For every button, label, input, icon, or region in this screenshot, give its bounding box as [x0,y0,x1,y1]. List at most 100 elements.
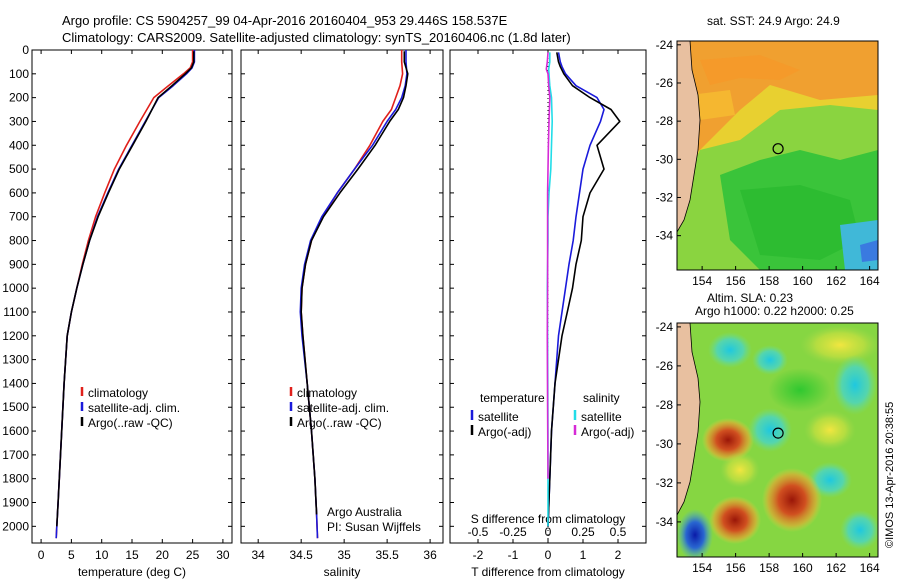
difference-xlabel: T difference from climatology [471,565,625,579]
temperature-xlabel: temperature (deg C) [78,565,186,579]
legend-temperature-title: temperature [480,391,545,405]
temperature-xtick-label: 5 [68,548,75,562]
temperature-xtick-label: 15 [125,548,139,562]
legend-t-label: Argo(-adj) [478,425,531,439]
depth-tick-label: 800 [9,234,29,248]
temperature-xtick-label: 30 [216,548,230,562]
sla-map-lat-label: -28 [656,398,674,412]
legend-salinity-title: salinity [583,391,620,405]
sla-map-lon-label: 156 [726,561,746,575]
salinity-xtick-label: 35 [337,548,351,562]
depth-tick-label: 1900 [2,496,29,510]
sla-map-lon-label: 154 [692,561,712,575]
difference-xtick-label: 2 [615,548,622,562]
depth-tick-label: 1200 [2,329,29,343]
temperature-xtick-label: 0 [38,548,45,562]
depth-tick-label: 1300 [2,353,29,367]
figure-title-line2: Climatology: CARS2009. Satellite-adjuste… [62,30,571,45]
imos-watermark: ©IMOS 13-Apr-2016 20:38:55 [884,402,896,548]
legend-s-label: satellite [581,410,622,424]
sla-field [677,323,878,557]
sla-coastline [676,322,701,516]
salinity-plot-frame [240,49,444,544]
depth-tick-label: 1000 [2,281,29,295]
depth-tick-label: 1700 [2,448,29,462]
salinity-xtick-label: 35.5 [375,548,399,562]
credit-org: Argo Australia [327,505,402,519]
depth-tick-label: 300 [9,114,29,128]
salinity-xlabel: salinity [324,565,361,579]
depth-tick-label: 1100 [3,305,29,319]
sst-map-lat-label: -32 [656,190,674,204]
s-xtick-label: 0 [545,525,552,539]
depth-tick-label: 400 [9,138,29,152]
depth-tick-label: 200 [9,91,29,105]
sst-map-lon-label: 162 [826,274,846,288]
figure-title-line1: Argo profile: CS 5904257_99 04-Apr-2016 … [62,13,508,28]
sst-map-lon-label: 158 [759,274,779,288]
salinity-series-argo-raw-qc- [300,51,409,515]
sla-map-lon-label: 164 [860,561,880,575]
sla-map-lon-label: 158 [759,561,779,575]
legend-s-label: Argo(-adj) [581,425,634,439]
difference-xtick-label: -1 [508,548,519,562]
sla-map-title2: Argo h1000: 0.22 h2000: 0.25 [695,304,854,318]
salinity-legend-label: Argo(..raw -QC) [297,416,382,430]
depth-tick-label: 1600 [2,424,29,438]
sst-field [677,41,878,270]
sst-map-lat-label: -34 [656,229,674,243]
temperature-legend-label: Argo(..raw -QC) [88,416,173,430]
difference-xtick-label: -2 [473,548,484,562]
depth-tick-label: 700 [9,210,29,224]
sst-map-lon-label: 156 [726,274,746,288]
sst-map-lon-label: 164 [860,274,880,288]
s-xtick-label: 0.5 [610,525,627,539]
difference-series-s-argo-adj- [545,52,551,479]
salinity-xtick-label: 36 [423,548,437,562]
sst-map-lon-label: 154 [692,274,712,288]
sla-map-lon-label: 162 [826,561,846,575]
temperature-plot-frame [31,49,233,544]
sla-map: Altim. SLA: 0.23 Argo h1000: 0.22 h2000:… [656,291,880,575]
sst-map-lat-label: -28 [656,114,674,128]
sst-map: sat. SST: 24.9 Argo: 24.9 154 156 158 160 16… [656,14,880,288]
sla-map-lat-label: -34 [656,515,674,529]
depth-tick-label: 1500 [2,400,29,414]
difference-series-t-satellite [547,52,605,527]
sla-argo-marker [772,427,784,439]
temperature-legend-label: satellite-adj. clim. [88,401,180,415]
sst-map-lat-label: -30 [656,152,674,166]
depth-tick-label: 100 [9,67,29,81]
salinity-legend-label: satellite-adj. clim. [297,401,389,415]
sst-map-title: sat. SST: 24.9 Argo: 24.9 [707,14,840,28]
sla-map-lat-label: -32 [656,476,674,490]
sla-map-title: Altim. SLA: 0.23 [707,291,793,305]
sst-map-lon-label: 160 [793,274,813,288]
sla-map-lat-label: -24 [656,320,674,334]
difference-xtick-label: 0 [545,548,552,562]
difference-series-t-argo-adj- [547,52,621,527]
salinity-xtick-label: 34.5 [289,548,313,562]
s-xtick-label: -0.5 [468,525,489,539]
credit-pi: PI: Susan Wijffels [327,520,421,534]
depth-tick-label: 1800 [2,472,29,486]
sla-map-lon-label: 160 [793,561,813,575]
salinity-legend-label: climatology [297,386,357,400]
sst-map-lat-label: -26 [656,76,674,90]
sla-map-lat-label: -26 [656,359,674,373]
legend-t-label: satellite [478,410,519,424]
sst-argo-marker [772,143,784,155]
s-xtick-label: 0.25 [571,525,595,539]
sst-coastline [676,40,701,234]
depth-tick-label: 600 [9,186,29,200]
temperature-legend-label: climatology [88,386,148,400]
temperature-xtick-label: 10 [95,548,109,562]
depth-tick-label: 0 [22,43,29,57]
sst-map-lat-label: -24 [656,38,674,52]
depth-tick-label: 2000 [2,519,29,533]
temperature-series-argo-raw-qc- [56,51,195,527]
temperature-xtick-label: 25 [186,548,200,562]
s-xtick-label: -0.25 [499,525,527,539]
depth-tick-label: 1400 [2,376,29,390]
